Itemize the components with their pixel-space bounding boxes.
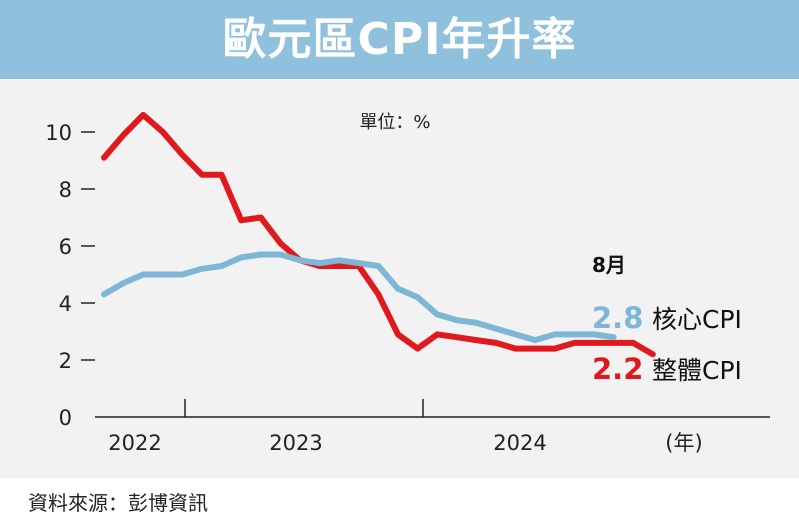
series-line-headline (101, 111, 656, 358)
legend-label-core: 核心CPI (652, 305, 742, 334)
series-lines (101, 111, 656, 358)
chart-title: 歐元區CPI年升率 (222, 14, 577, 65)
y-tick-label-0: 0 (59, 406, 72, 430)
x-axis-label: (年) (665, 431, 702, 455)
chart-labels: 單位：% 8月 2.8 核心CPI 2.2 整體CPI (359, 112, 741, 386)
y-tick-label-4: 4 (59, 292, 72, 316)
legend-value-headline: 2.2 (592, 352, 643, 386)
legend-heading: 8月 (592, 253, 626, 277)
y-tick-label-8: 8 (59, 178, 72, 202)
x-tick-label-2022: 2022 (108, 431, 161, 455)
y-tick-label-10: 10 (45, 121, 72, 145)
axes: 0 2 4 6 8 10 2022 2023 2024 (年) (45, 121, 770, 455)
y-tick-label-2: 2 (59, 349, 72, 373)
legend-value-core: 2.8 (592, 301, 643, 335)
x-tick-label-2023: 2023 (269, 431, 322, 455)
source-note: 資料來源：彭博資訊 (28, 491, 208, 515)
x-tick-label-2024: 2024 (493, 431, 546, 455)
y-tick-label-6: 6 (59, 235, 72, 259)
unit-label: 單位：% (359, 112, 430, 133)
legend-label-headline: 整體CPI (652, 356, 742, 385)
title-banner (0, 0, 799, 79)
series-line-core (101, 251, 617, 344)
footer (0, 478, 799, 527)
